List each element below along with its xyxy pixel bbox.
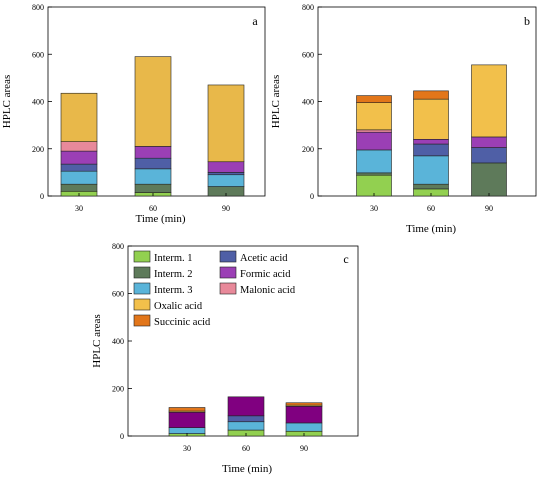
bar-segment bbox=[134, 146, 172, 159]
bar-segment bbox=[60, 150, 98, 165]
bar-segment bbox=[60, 170, 98, 185]
bar-segment bbox=[356, 174, 392, 197]
x-tick-label: 60 bbox=[149, 204, 157, 213]
bar-segment bbox=[471, 64, 507, 138]
bar-segment bbox=[207, 174, 245, 187]
legend-swatch bbox=[219, 250, 237, 263]
bar-segment bbox=[168, 411, 206, 428]
y-tick-label: 200 bbox=[32, 145, 44, 154]
y-tick-label: 0 bbox=[120, 432, 124, 441]
bar-segment bbox=[285, 422, 323, 432]
y-tick-label: 800 bbox=[302, 3, 314, 12]
legend-swatch bbox=[133, 282, 151, 295]
bar-segment bbox=[227, 396, 265, 417]
legend-label: Oxalic acid bbox=[154, 301, 203, 312]
bar-segment bbox=[168, 407, 206, 412]
bar-segment bbox=[134, 56, 172, 147]
y-tick-label: 0 bbox=[40, 192, 44, 201]
bar-segment bbox=[134, 168, 172, 185]
bar-segment bbox=[356, 95, 392, 103]
legend-label: Malonic acid bbox=[240, 285, 296, 296]
x-tick-label: 60 bbox=[242, 444, 250, 453]
bar-segment bbox=[471, 147, 507, 164]
bar-segment bbox=[285, 406, 323, 424]
panel-c: 0 200 400 600 800 30 60 90 Time (min) HPLC areas c bbox=[91, 242, 359, 475]
legend-swatch bbox=[219, 282, 237, 295]
y-tick-label: 400 bbox=[112, 337, 124, 346]
bar-segment bbox=[60, 92, 98, 142]
y-axis-title: HPLC areas bbox=[270, 75, 282, 128]
legend-label: Formic acid bbox=[240, 269, 291, 280]
bar-segment bbox=[413, 183, 449, 190]
bar-segment bbox=[413, 98, 449, 140]
bar-segment bbox=[413, 143, 449, 157]
x-axis-title: Time (min) bbox=[135, 213, 185, 225]
y-tick-label: 600 bbox=[112, 290, 124, 299]
legend-label: Interm. 2 bbox=[154, 269, 193, 280]
bar-segment bbox=[356, 172, 392, 176]
bar-segment bbox=[60, 183, 98, 192]
x-axis-title: Time (min) bbox=[406, 223, 456, 235]
panel-b: 0 200 400 600 800 30 60 90 Time (min) HPLC areas b bbox=[270, 3, 537, 235]
legend-swatch bbox=[133, 314, 151, 327]
bar-segment bbox=[471, 136, 507, 148]
x-tick-label: 30 bbox=[370, 204, 378, 213]
bar-segment bbox=[356, 129, 392, 133]
x-tick-label: 30 bbox=[75, 204, 83, 213]
y-tick-label: 800 bbox=[112, 242, 124, 251]
bar-segment bbox=[356, 131, 392, 151]
y-tick-label: 200 bbox=[112, 385, 124, 394]
bar-segment bbox=[413, 155, 449, 185]
y-axis-title: HPLC areas bbox=[1, 75, 13, 128]
x-tick-label: 30 bbox=[183, 444, 191, 453]
bar-segment bbox=[356, 149, 392, 174]
x-tick-label: 90 bbox=[222, 204, 230, 213]
legend-swatch bbox=[219, 266, 237, 279]
y-tick-label: 600 bbox=[32, 50, 44, 59]
y-tick-label: 0 bbox=[310, 192, 314, 201]
bar-segment bbox=[356, 102, 392, 131]
x-axis-title: Time (min) bbox=[222, 463, 272, 475]
x-tick-label: 90 bbox=[300, 444, 308, 453]
bar-segment bbox=[285, 402, 323, 406]
legend-label: Interm. 3 bbox=[154, 285, 193, 296]
x-tick-label: 90 bbox=[485, 204, 493, 213]
bar-segment bbox=[413, 139, 449, 145]
bar-segment bbox=[168, 427, 206, 434]
y-tick-label: 600 bbox=[302, 50, 314, 59]
y-axis-title: HPLC areas bbox=[91, 314, 103, 367]
panel-letter: b bbox=[524, 14, 530, 28]
legend-swatch bbox=[133, 298, 151, 311]
bar-segment bbox=[227, 415, 265, 423]
legend-swatch bbox=[133, 250, 151, 263]
legend: Interm. 1 Interm. 2 Interm. 3 Oxalic aci… bbox=[133, 250, 296, 328]
bar-segment bbox=[207, 84, 245, 163]
legend-swatch bbox=[133, 266, 151, 279]
bar-segment bbox=[207, 161, 245, 173]
x-tick-label: 60 bbox=[427, 204, 435, 213]
legend-label: Acetic acid bbox=[240, 253, 288, 264]
y-tick-label: 200 bbox=[302, 145, 314, 154]
bar-segment bbox=[60, 163, 98, 172]
panel-a: 0 200 400 600 800 30 60 90 Time (min) HPLC areas a bbox=[1, 3, 266, 225]
bar-segment bbox=[471, 162, 507, 197]
bar-segment bbox=[134, 183, 172, 193]
y-tick-label: 400 bbox=[32, 98, 44, 107]
y-tick-label: 800 bbox=[32, 3, 44, 12]
bar-segment bbox=[227, 421, 265, 431]
legend-label: Succinic acid bbox=[154, 317, 211, 328]
panel-letter: c bbox=[343, 252, 348, 266]
bar-segment bbox=[207, 172, 245, 176]
bar-segment bbox=[413, 90, 449, 100]
panel-letter: a bbox=[252, 14, 258, 28]
legend-label: Interm. 1 bbox=[154, 253, 193, 264]
y-tick-label: 400 bbox=[302, 98, 314, 107]
bar-segment bbox=[60, 141, 98, 152]
bar-segment bbox=[134, 157, 172, 170]
